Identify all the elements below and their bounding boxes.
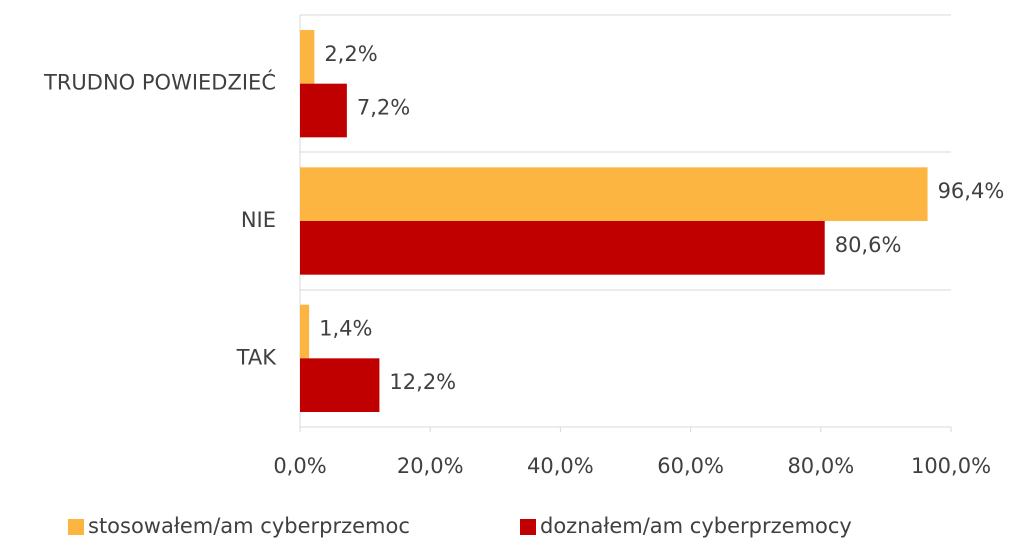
legend-swatch — [68, 519, 84, 535]
x-tick-label: 40,0% — [527, 454, 594, 478]
bar — [300, 83, 347, 138]
value-label: 80,6% — [835, 233, 902, 257]
x-tick-label: 80,0% — [787, 454, 854, 478]
legend-label: stosowałem/am cyberprzemoc — [88, 514, 410, 538]
x-tick-label: 0,0% — [273, 454, 326, 478]
bar — [300, 358, 380, 412]
value-label: 2,2% — [324, 42, 377, 66]
legend-label: doznałem/am cyberprzemocy — [540, 514, 852, 538]
value-label: 7,2% — [357, 96, 410, 120]
category-label: TRUDNO POWIEDZIEĆ — [43, 70, 276, 95]
value-label: 96,4% — [938, 179, 1005, 203]
value-label: 12,2% — [389, 370, 456, 394]
category-label: NIE — [241, 208, 276, 232]
x-tick-label: 60,0% — [657, 454, 724, 478]
category-label: TAK — [236, 345, 278, 369]
legend-swatch — [520, 519, 536, 535]
bar — [300, 30, 315, 84]
bar — [300, 304, 310, 359]
value-label: 1,4% — [319, 317, 372, 341]
x-tick-label: 20,0% — [397, 454, 464, 478]
bar — [300, 167, 928, 221]
x-tick-label: 100,0% — [911, 454, 991, 478]
bar — [300, 221, 825, 275]
